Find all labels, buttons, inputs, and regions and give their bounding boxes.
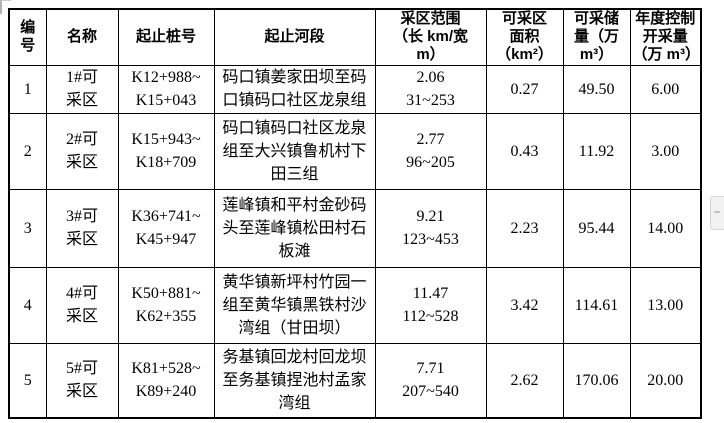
cell-range: 2.06 31~253 xyxy=(374,64,487,114)
cell-reserve: 11.92 xyxy=(562,112,631,190)
cell-name: 4#可 采区 xyxy=(45,266,119,344)
cell-reserve: 49.50 xyxy=(562,64,631,114)
header-cell-annual: 年度控制 开采量 （万 m³） xyxy=(629,8,702,66)
cell-range: 2.77 96~205 xyxy=(374,112,487,190)
cell-range: 9.21 123~453 xyxy=(374,188,487,268)
cell-stake: K36+741~ K45+947 xyxy=(117,188,215,268)
table-row: 4 4#可 采区 K50+881~ K62+355 黄华镇新坪村竹园一 组至黄华… xyxy=(8,266,702,344)
cell-reach: 务基镇回龙村回龙坝 至务基镇捏池村孟家 湾组 xyxy=(213,342,376,419)
cell-reserve: 114.61 xyxy=(562,266,631,344)
cell-range: 11.47 112~528 xyxy=(374,266,487,344)
cell-reach: 码口镇码口社区龙泉 组至大兴镇鲁机村下 田三组 xyxy=(213,112,376,190)
cell-annual: 6.00 xyxy=(629,64,702,114)
cell-stake: K15+943~ K18+709 xyxy=(117,112,215,190)
header-row: 编 号 名称 起止桩号 起止河段 采区范围 （长 km/宽 m） 可采区 面积 … xyxy=(8,8,702,66)
scrollbar-fragment[interactable] xyxy=(710,196,724,230)
cell-name: 5#可 采区 xyxy=(45,342,119,419)
cell-annual: 13.00 xyxy=(629,266,702,344)
cell-annual: 20.00 xyxy=(629,342,702,419)
cell-reach: 黄华镇新坪村竹园一 组至黄华镇黑铁村沙 湾组（甘田坝） xyxy=(213,266,376,344)
table-row: 1 1#可 采区 K12+988~ K15+043 码口镇姜家田坝至码 口镇码口… xyxy=(8,64,702,114)
table-handle-mark xyxy=(0,0,11,14)
cell-number: 5 xyxy=(8,342,47,419)
header-cell-range: 采区范围 （长 km/宽 m） xyxy=(374,8,487,66)
cell-stake: K50+881~ K62+355 xyxy=(117,266,215,344)
cell-area: 2.62 xyxy=(485,342,564,419)
cell-reserve: 170.06 xyxy=(562,342,631,419)
cell-reserve: 95.44 xyxy=(562,188,631,268)
cell-stake: K12+988~ K15+043 xyxy=(117,64,215,114)
header-cell-reserve: 可采储 量（万 m³） xyxy=(562,8,631,66)
cell-number: 1 xyxy=(8,64,47,114)
header-cell-number: 编 号 xyxy=(8,8,47,66)
cell-range: 7.71 207~540 xyxy=(374,342,487,419)
cell-area: 0.43 xyxy=(485,112,564,190)
cell-area: 0.27 xyxy=(485,64,564,114)
scrollbar-nub xyxy=(714,211,720,213)
cell-name: 1#可 采区 xyxy=(45,64,119,114)
cell-area: 3.42 xyxy=(485,266,564,344)
table-row: 3 3#可 采区 K36+741~ K45+947 莲峰镇和平村金砂码 头至莲峰… xyxy=(8,188,702,268)
header-cell-reach: 起止河段 xyxy=(213,8,376,66)
header-cell-stake: 起止桩号 xyxy=(117,8,215,66)
cell-reach: 莲峰镇和平村金砂码 头至莲峰镇松田村石 板滩 xyxy=(213,188,376,268)
header-cell-name: 名称 xyxy=(45,8,119,66)
cell-number: 2 xyxy=(8,112,47,190)
table-row: 5 5#可 采区 K81+528~ K89+240 务基镇回龙村回龙坝 至务基镇… xyxy=(8,342,702,419)
cell-area: 2.23 xyxy=(485,188,564,268)
header-cell-area: 可采区 面积 （km²） xyxy=(485,8,564,66)
cell-annual: 14.00 xyxy=(629,188,702,268)
cell-stake: K81+528~ K89+240 xyxy=(117,342,215,419)
cell-reach: 码口镇姜家田坝至码 口镇码口社区龙泉组 xyxy=(213,64,376,114)
cell-annual: 3.00 xyxy=(629,112,702,190)
cell-name: 2#可 采区 xyxy=(45,112,119,190)
cell-number: 4 xyxy=(8,266,47,344)
mining-area-table: 编 号 名称 起止桩号 起止河段 采区范围 （长 km/宽 m） 可采区 面积 … xyxy=(8,8,702,419)
cell-name: 3#可 采区 xyxy=(45,188,119,268)
cell-number: 3 xyxy=(8,188,47,268)
table-row: 2 2#可 采区 K15+943~ K18+709 码口镇码口社区龙泉 组至大兴… xyxy=(8,112,702,190)
